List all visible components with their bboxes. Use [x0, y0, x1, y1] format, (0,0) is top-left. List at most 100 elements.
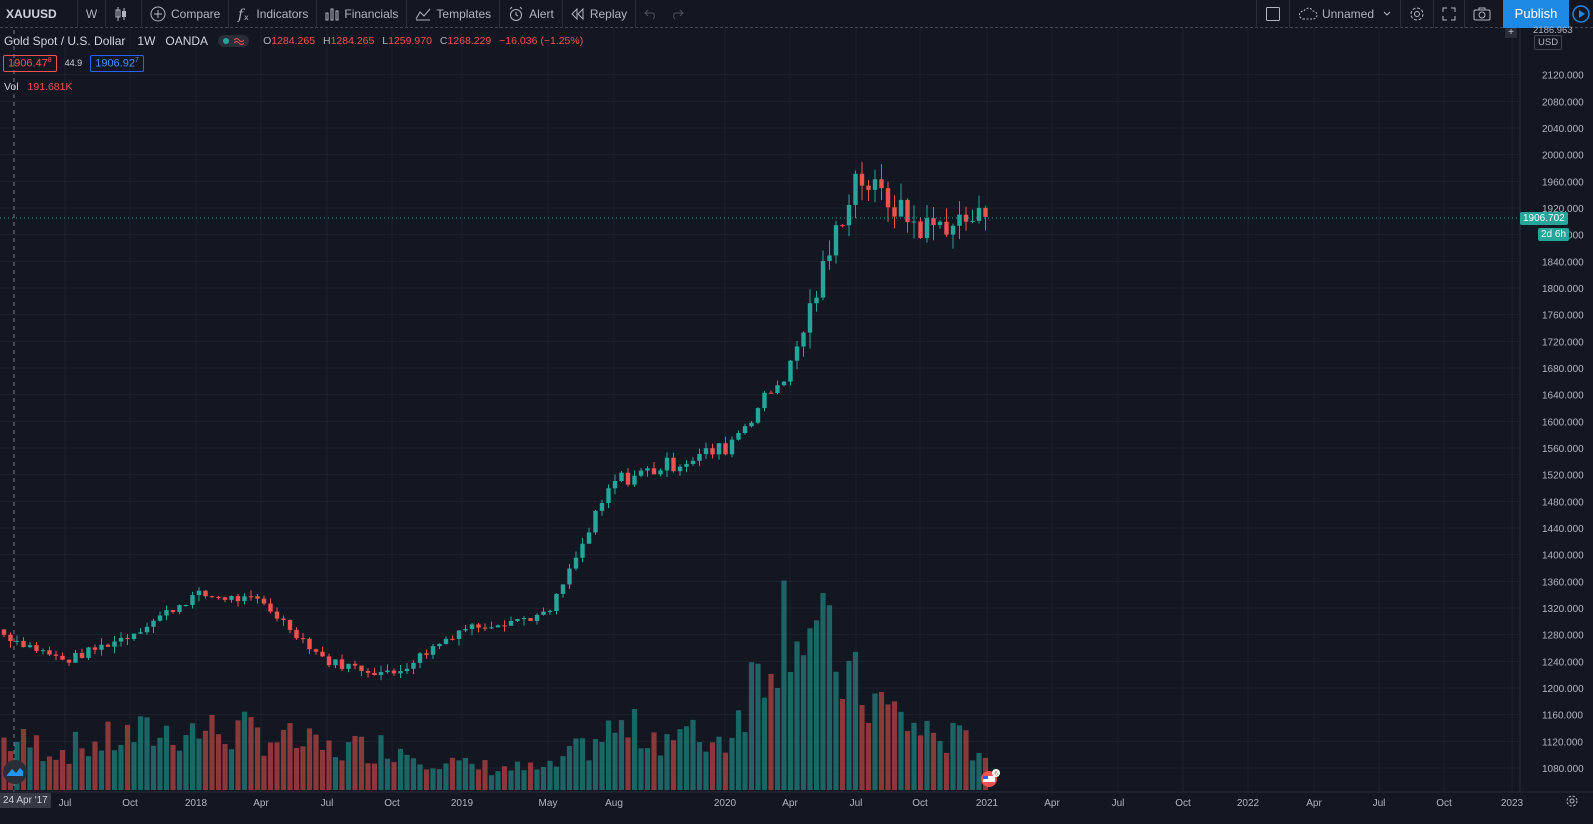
candle-body: [573, 557, 579, 569]
play-button[interactable]: [1569, 0, 1593, 28]
volume-bar: [774, 687, 781, 790]
volume-bar: [202, 730, 209, 790]
candles-icon: [115, 6, 126, 21]
time-axis[interactable]: Jul Oct 2018 Apr Jul Oct 2019 May Aug 2020 Apr Jul O…: [59, 798, 1524, 809]
candle-body: [229, 596, 234, 600]
candle-body: [482, 627, 488, 629]
candle-body: [281, 618, 286, 621]
snapshot-button[interactable]: [1464, 0, 1499, 28]
volume-bar: [410, 758, 417, 790]
symbol-title[interactable]: Gold Spot / U.S. Dollar: [4, 34, 126, 48]
volume-bar: [501, 766, 508, 790]
sell-price-button[interactable]: 1906.478: [3, 55, 57, 72]
time-tick-label: 2021: [976, 798, 999, 809]
volume-bar: [540, 766, 547, 790]
candle-body: [190, 595, 195, 605]
volume-bar: [482, 760, 488, 790]
symbol-search[interactable]: XAUUSD: [0, 0, 78, 28]
candle-body: [378, 672, 384, 675]
compare-button[interactable]: Compare: [142, 0, 230, 28]
candle-body: [918, 221, 923, 238]
candle-body: [8, 634, 13, 642]
candle-body: [736, 433, 741, 440]
candlestick-series: [1, 161, 988, 681]
candle-body: [450, 638, 455, 640]
buy-price-button[interactable]: 1906.927: [90, 55, 144, 72]
candle-body: [463, 628, 468, 631]
undo-redo-group: [636, 0, 697, 28]
volume-bar: [53, 759, 59, 790]
price-tick-label: 1240.000: [1542, 657, 1584, 668]
candle-body: [151, 620, 156, 627]
market-status-badge[interactable]: [218, 35, 250, 47]
volume-bar: [826, 605, 833, 790]
volume-bar: [339, 760, 345, 790]
data-wave-icon: [234, 38, 245, 45]
settings-button[interactable]: [1400, 0, 1433, 28]
candle-body: [40, 650, 46, 652]
undo-icon[interactable]: [644, 8, 658, 20]
candle-body: [632, 475, 637, 485]
chart-settings-gear-icon[interactable]: [1565, 794, 1579, 808]
rewind-icon: [571, 7, 584, 20]
volume-bar: [241, 711, 248, 790]
candle-body: [599, 503, 605, 511]
candle-body: [372, 672, 377, 675]
volume-bar: [157, 737, 163, 790]
legend-interval: 1W: [137, 34, 156, 48]
alert-label: Alert: [529, 6, 554, 21]
templates-button[interactable]: Templates: [407, 0, 501, 28]
candle-body: [950, 225, 956, 235]
chart-style-button[interactable]: [106, 0, 142, 28]
price-tick-label: 1840.000: [1542, 257, 1584, 268]
volume-bar: [384, 758, 391, 790]
open-value: 1284.265: [271, 35, 316, 47]
price-tick-label: 1480.000: [1542, 497, 1584, 508]
interval-selector[interactable]: W: [78, 0, 106, 28]
candle-body: [339, 659, 345, 669]
candle-body: [742, 426, 748, 434]
price-tick-label: 1680.000: [1542, 364, 1584, 375]
volume-bar: [85, 756, 92, 790]
redo-icon[interactable]: [670, 8, 684, 20]
volume-bar: [176, 750, 183, 790]
candle-body: [931, 218, 936, 226]
time-tick-label: Jul: [321, 798, 334, 809]
publish-button[interactable]: Publish: [1503, 0, 1569, 28]
candle-body: [21, 640, 26, 648]
candle-body: [131, 633, 137, 639]
fullscreen-button[interactable]: [1433, 0, 1464, 28]
currency-label[interactable]: USD: [1534, 35, 1563, 50]
volume-bar: [280, 729, 287, 790]
candle-body: [853, 173, 858, 205]
camera-icon: [1473, 7, 1491, 20]
layout-square-icon: [1265, 6, 1280, 21]
candle-body: [801, 332, 806, 347]
close-key: C: [439, 35, 448, 47]
candle-body: [645, 468, 650, 471]
event-flag-icon[interactable]: 6: [979, 768, 1001, 788]
bid-fraction: 8: [47, 57, 52, 64]
candle-body: [541, 611, 546, 615]
price-tick-label: 2040.000: [1542, 124, 1584, 135]
financials-button[interactable]: Financials: [317, 0, 408, 28]
volume-bar: [131, 742, 137, 790]
candle-body: [27, 645, 33, 648]
tradingview-logo-icon[interactable]: [3, 760, 27, 784]
current-price-tag: 1906.702: [1520, 212, 1568, 225]
price-axis[interactable]: 2120.000 2080.000 2040.000 2000.000 1960.000…: [1542, 71, 1584, 775]
replay-button[interactable]: Replay: [563, 0, 637, 28]
candle-body: [840, 225, 845, 227]
alert-button[interactable]: Alert: [500, 0, 563, 28]
fullscreen-layout-button[interactable]: [1257, 0, 1289, 28]
price-tick-label: 1920.000: [1542, 204, 1584, 215]
candle-body: [625, 472, 631, 485]
add-price-scale-button[interactable]: +: [1505, 28, 1517, 38]
volume-bar: [488, 775, 495, 790]
candle-body: [164, 610, 169, 616]
layout-name-button[interactable]: Unnamed: [1288, 0, 1400, 28]
candle-body: [515, 619, 520, 621]
volume-label[interactable]: Vol: [4, 81, 19, 93]
